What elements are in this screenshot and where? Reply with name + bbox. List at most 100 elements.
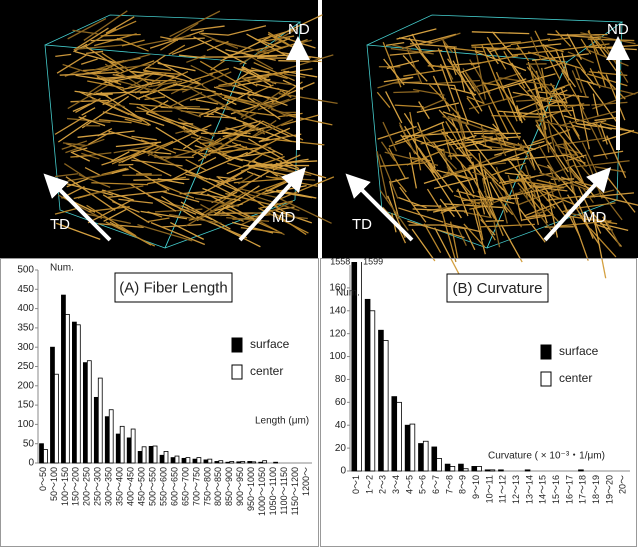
x-tick-label: 500～550 (147, 467, 157, 506)
bar (65, 314, 69, 463)
nd-label: ND (288, 21, 310, 38)
bar (274, 462, 278, 463)
x-tick-label: 15～16 (551, 475, 561, 504)
bar (175, 456, 179, 463)
bar (72, 322, 76, 463)
y-tick-label: 200 (17, 380, 34, 391)
value-label: 1599 (363, 256, 383, 266)
bar (383, 341, 388, 471)
chart-title: (A) Fiber Length (119, 279, 227, 296)
x-tick-label: 8～9 (458, 475, 468, 494)
md-label: MD (583, 209, 606, 226)
td-label: TD (50, 216, 70, 233)
bar (370, 311, 375, 471)
legend-swatch (541, 345, 551, 359)
x-tick-label: 700～750 (191, 467, 201, 506)
bar (432, 447, 437, 471)
x-tick-label: 1000～1050 (257, 467, 267, 516)
bar (477, 466, 482, 471)
x-tick-label: 2～3 (378, 475, 388, 494)
x-tick-label: 250～300 (93, 467, 103, 506)
y-tick-label: 500 (17, 265, 34, 276)
x-tick-label: 17～18 (578, 475, 588, 504)
fiber (549, 105, 590, 106)
x-tick-label: 400～450 (126, 467, 136, 506)
x-tick-label: 350～400 (115, 467, 125, 506)
y-tick-label: 400 (17, 303, 34, 314)
bar (485, 470, 490, 471)
y-tick-label: 250 (17, 361, 34, 372)
y-tick-label: 300 (17, 342, 34, 353)
bar (87, 361, 91, 463)
x-tick-label: 3～4 (391, 475, 401, 494)
y-tick-label: 150 (17, 400, 34, 411)
bar (379, 330, 384, 471)
bar (579, 470, 584, 471)
x-tick-label: 6～7 (431, 475, 441, 494)
bar (120, 426, 124, 463)
x-tick-label: 19～20 (604, 475, 614, 504)
x-tick-label: 4～5 (404, 475, 414, 494)
x-tick-label: 900～950 (235, 467, 245, 506)
y-tick-label: 20 (335, 443, 347, 454)
legend-swatch (541, 372, 551, 386)
bar (40, 444, 44, 463)
x-tick-label: 1～2 (364, 475, 374, 494)
bar (490, 470, 495, 471)
bar (193, 459, 197, 463)
x-axis-label: Curvature ( × 10⁻³・1/μm) (488, 451, 605, 462)
y-tick-label: 40 (335, 420, 347, 431)
chart-title: (B) Curvature (452, 280, 542, 297)
bar (215, 461, 219, 463)
bar (230, 461, 234, 463)
bar (164, 451, 168, 463)
x-tick-label: 10～11 (484, 475, 494, 503)
bar (186, 458, 190, 463)
x-tick-label: 12～13 (511, 475, 521, 504)
bar (76, 325, 80, 463)
x-tick-label: 0～1 (351, 475, 361, 494)
x-tick-label: 50～100 (49, 467, 59, 501)
bar (365, 299, 370, 471)
x-tick-label: 0～50 (38, 467, 48, 491)
x-tick-label: 650～700 (180, 467, 190, 506)
legend-label: center (559, 371, 592, 385)
bar (423, 441, 428, 471)
bar (463, 469, 468, 471)
bar (248, 461, 252, 463)
y-axis-label: Num. (50, 263, 74, 274)
y-tick-label: 80 (335, 374, 347, 385)
x-tick-label: 13～14 (524, 475, 534, 504)
x-tick-label: 300～350 (104, 467, 114, 506)
bar (208, 459, 212, 463)
y-axis-label: Num. (336, 288, 360, 299)
td-label: TD (352, 216, 372, 233)
legend-label: surface (559, 344, 599, 358)
y-tick-label: 0 (340, 466, 346, 477)
y-tick-label: 140 (329, 305, 346, 316)
x-tick-label: 550～600 (158, 467, 168, 506)
y-tick-label: 120 (329, 328, 346, 339)
value-label: 1558 (330, 256, 350, 266)
legend-label: center (250, 364, 283, 378)
bar (171, 458, 175, 463)
bar (50, 347, 54, 463)
bar (499, 470, 504, 471)
x-tick-label: 18～19 (591, 475, 601, 504)
bar (525, 470, 530, 471)
bar (153, 446, 157, 463)
bar (419, 444, 424, 471)
bar (472, 466, 477, 471)
bar (252, 462, 256, 463)
bar (142, 447, 146, 463)
bar (219, 461, 223, 463)
bar (226, 462, 230, 463)
y-tick-label: 60 (335, 397, 347, 408)
bar (61, 295, 65, 463)
bar (105, 417, 109, 463)
bar (392, 397, 397, 471)
bar (450, 466, 455, 471)
x-tick-label: 1100～1150 (279, 467, 289, 515)
bar (437, 458, 442, 471)
bar (241, 461, 245, 463)
